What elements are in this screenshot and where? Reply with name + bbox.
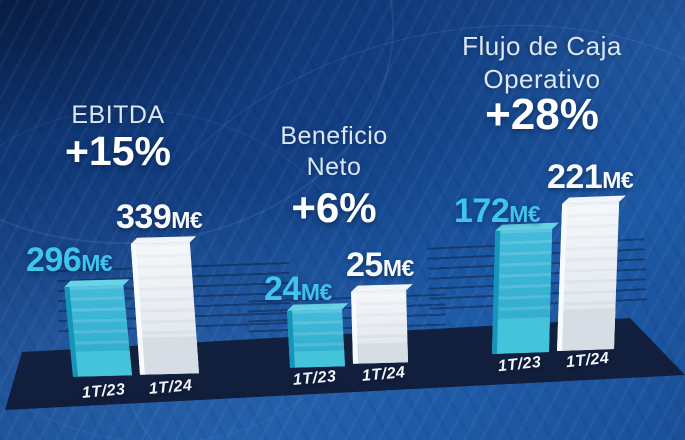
- bar-beneficio-neto-1t23: [287, 309, 345, 368]
- group-title-line: Flujo de Caja: [462, 31, 622, 61]
- value-unit: M€: [171, 207, 203, 233]
- value-flujo-caja-1t24: 221M€: [547, 158, 634, 197]
- value-number: 296: [26, 241, 82, 279]
- value-number: 339: [116, 198, 172, 236]
- category-label-ebitda-1t24: 1T/24: [148, 377, 194, 398]
- bar-flujo-caja-1t23: [492, 228, 553, 354]
- value-ebitda-1t24: 339M€: [116, 198, 203, 237]
- value-flujo-caja-1t23: 172M€: [454, 192, 541, 231]
- group-title-flujo-caja: Flujo de Caja Operativo: [427, 30, 657, 95]
- bar-flujo-caja-1t24: [557, 201, 620, 351]
- bar-ebitda-1t23: [64, 285, 132, 377]
- value-beneficio-neto-1t24: 25M€: [346, 246, 414, 285]
- value-ebitda-1t23: 296M€: [26, 241, 113, 280]
- value-unit: M€: [509, 201, 541, 227]
- category-label-beneficio-1t24: 1T/24: [361, 364, 407, 385]
- bar-ebitda-1t24: [130, 242, 199, 375]
- change-percent-beneficio-neto: +6%: [291, 184, 377, 231]
- group-title-line: Neto: [306, 153, 362, 182]
- bar-beneficio-neto-1t24: [351, 290, 408, 364]
- category-label-beneficio-1t23: 1T/23: [292, 368, 338, 389]
- value-unit: M€: [382, 255, 414, 281]
- group-title-ebitda: EBITDA: [18, 100, 218, 131]
- value-beneficio-neto-1t23: 24M€: [264, 270, 332, 309]
- group-title-line: EBITDA: [71, 101, 165, 129]
- value-number: 24: [264, 270, 301, 308]
- value-number: 25: [346, 246, 383, 284]
- value-number: 172: [454, 192, 510, 230]
- group-title-line: Operativo: [483, 63, 601, 94]
- group-title-beneficio-neto: Beneficio Neto: [234, 121, 434, 184]
- value-unit: M€: [81, 250, 113, 276]
- group-title-line: Beneficio: [280, 122, 388, 150]
- category-label-ebitda-1t23: 1T/23: [81, 381, 127, 402]
- change-percent-flujo-caja: +28%: [485, 90, 599, 139]
- value-unit: M€: [602, 167, 634, 193]
- value-number: 221: [547, 158, 603, 196]
- change-percent-ebitda: +15%: [64, 128, 171, 174]
- value-unit: M€: [300, 279, 332, 305]
